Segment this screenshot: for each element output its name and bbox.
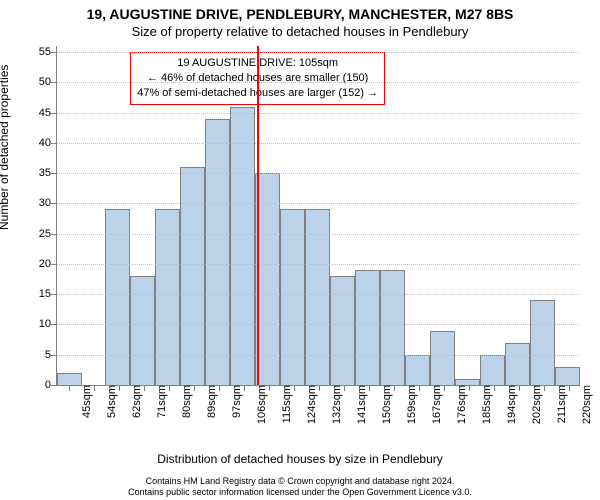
x-tick-label: 115sqm bbox=[273, 385, 293, 423]
x-tick-label: 211sqm bbox=[548, 385, 568, 423]
x-tick bbox=[494, 385, 495, 391]
gridline bbox=[57, 324, 580, 325]
bar bbox=[505, 343, 530, 385]
x-tick bbox=[269, 385, 270, 391]
bar bbox=[280, 209, 305, 385]
x-tick-label: 71sqm bbox=[148, 385, 168, 418]
gridline bbox=[57, 173, 580, 174]
x-tick bbox=[94, 385, 95, 391]
x-tick bbox=[544, 385, 545, 391]
footnote-line-1: Contains HM Land Registry data © Crown c… bbox=[0, 476, 600, 487]
gridline bbox=[57, 234, 580, 235]
gridline bbox=[57, 113, 580, 114]
gridline bbox=[57, 203, 580, 204]
bar bbox=[255, 173, 280, 385]
x-tick-label: 124sqm bbox=[298, 385, 318, 424]
x-tick-label: 159sqm bbox=[398, 385, 418, 424]
bar bbox=[405, 355, 430, 385]
x-tick bbox=[144, 385, 145, 391]
x-tick-label: 80sqm bbox=[173, 385, 193, 418]
bar bbox=[355, 270, 380, 385]
x-tick-label: 167sqm bbox=[423, 385, 443, 424]
y-tick-label: 15 bbox=[39, 288, 57, 300]
x-tick-label: 106sqm bbox=[248, 385, 268, 424]
gridline bbox=[57, 82, 580, 83]
marker-line bbox=[257, 46, 259, 385]
x-tick-label: 62sqm bbox=[123, 385, 143, 418]
x-tick bbox=[369, 385, 370, 391]
footnote-line-2: Contains public sector information licen… bbox=[0, 487, 600, 498]
bar bbox=[330, 276, 355, 385]
x-tick-label: 185sqm bbox=[473, 385, 493, 424]
gridline bbox=[57, 355, 580, 356]
bar bbox=[530, 300, 555, 385]
gridline bbox=[57, 264, 580, 265]
x-tick-label: 220sqm bbox=[573, 385, 593, 424]
bar bbox=[130, 276, 155, 385]
x-tick bbox=[244, 385, 245, 391]
x-tick-label: 89sqm bbox=[198, 385, 218, 418]
x-tick-label: 176sqm bbox=[448, 385, 468, 424]
x-tick-label: 194sqm bbox=[498, 385, 518, 424]
x-tick bbox=[469, 385, 470, 391]
x-tick bbox=[394, 385, 395, 391]
gridline bbox=[57, 143, 580, 144]
x-tick-label: 202sqm bbox=[523, 385, 543, 424]
bar bbox=[57, 373, 82, 385]
x-tick-label: 132sqm bbox=[323, 385, 343, 424]
x-tick-label: 141sqm bbox=[348, 385, 368, 424]
y-tick-label: 55 bbox=[39, 46, 57, 58]
x-tick bbox=[219, 385, 220, 391]
page-subtitle: Size of property relative to detached ho… bbox=[0, 24, 600, 39]
x-tick bbox=[194, 385, 195, 391]
y-tick-label: 10 bbox=[39, 318, 57, 330]
x-axis-label: Distribution of detached houses by size … bbox=[0, 452, 600, 466]
bar bbox=[380, 270, 405, 385]
bar bbox=[205, 119, 230, 385]
bar bbox=[230, 107, 255, 385]
y-tick-label: 5 bbox=[45, 349, 57, 361]
x-tick bbox=[444, 385, 445, 391]
y-axis-label: Number of detached properties bbox=[0, 65, 11, 230]
y-tick-label: 20 bbox=[39, 258, 57, 270]
bar bbox=[180, 167, 205, 385]
page-title: 19, AUGUSTINE DRIVE, PENDLEBURY, MANCHES… bbox=[0, 6, 600, 22]
gridline bbox=[57, 294, 580, 295]
x-tick bbox=[319, 385, 320, 391]
y-tick-label: 50 bbox=[39, 76, 57, 88]
bar bbox=[155, 209, 180, 385]
bar bbox=[430, 331, 455, 385]
y-tick-label: 30 bbox=[39, 197, 57, 209]
x-tick bbox=[519, 385, 520, 391]
bar bbox=[305, 209, 330, 385]
bar bbox=[555, 367, 580, 385]
x-tick-label: 45sqm bbox=[73, 385, 93, 418]
x-tick bbox=[69, 385, 70, 391]
y-tick-label: 35 bbox=[39, 167, 57, 179]
x-tick bbox=[294, 385, 295, 391]
x-tick bbox=[119, 385, 120, 391]
x-tick-label: 150sqm bbox=[373, 385, 393, 424]
x-tick-label: 54sqm bbox=[98, 385, 118, 418]
y-tick-label: 0 bbox=[45, 379, 57, 391]
y-tick-label: 40 bbox=[39, 137, 57, 149]
x-tick bbox=[419, 385, 420, 391]
x-tick-label: 97sqm bbox=[223, 385, 243, 418]
gridline bbox=[57, 52, 580, 53]
footnote: Contains HM Land Registry data © Crown c… bbox=[0, 476, 600, 499]
chart-plot-area: 19 AUGUSTINE DRIVE: 105sqm← 46% of detac… bbox=[56, 46, 580, 386]
x-tick bbox=[569, 385, 570, 391]
x-tick bbox=[169, 385, 170, 391]
bar bbox=[480, 355, 505, 385]
y-tick-label: 25 bbox=[39, 228, 57, 240]
bar bbox=[105, 209, 130, 385]
x-tick bbox=[344, 385, 345, 391]
y-tick-label: 45 bbox=[39, 107, 57, 119]
